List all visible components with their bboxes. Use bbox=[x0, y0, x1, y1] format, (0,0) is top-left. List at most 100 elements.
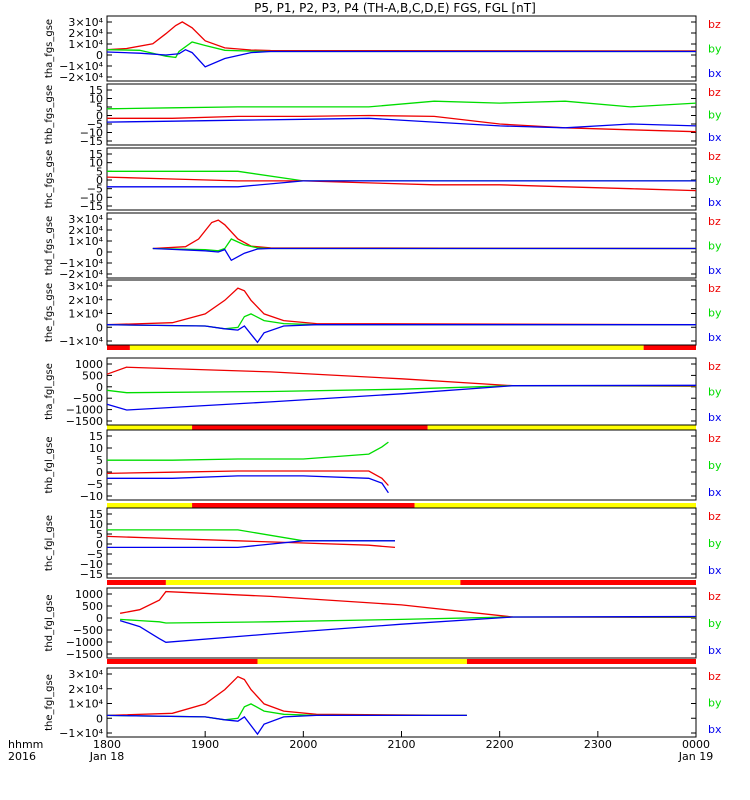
panel-5-frame bbox=[106, 357, 697, 426]
status-bar-2-seg-1 bbox=[192, 503, 415, 508]
panel-3-ytick-4: −1×10⁴ bbox=[59, 257, 103, 270]
x-tick-1: 1900 bbox=[191, 738, 219, 751]
x-tick-2: 2000 bbox=[289, 738, 317, 751]
panel-7-series-by bbox=[107, 529, 395, 542]
panel-3-ytick-1: 2×10⁴ bbox=[68, 224, 103, 237]
panel-5-ytick-0: 1000 bbox=[75, 358, 103, 371]
x-tick-0: 1800 bbox=[93, 738, 121, 751]
panel-7-ytick-5: −10 bbox=[80, 558, 103, 571]
panel-9-legend-bx: bx bbox=[708, 723, 722, 736]
panel-0-ytick-0: 3×10⁴ bbox=[68, 16, 103, 29]
panel-2-legend-bx: bx bbox=[708, 196, 722, 209]
panel-0-ytick-3: 0 bbox=[96, 49, 103, 62]
panel-0-legend-by: by bbox=[708, 43, 722, 56]
status-bar-4-seg-1 bbox=[257, 659, 467, 664]
panel-8-series-bx bbox=[119, 615, 697, 643]
panel-3-legend-bx: bx bbox=[708, 264, 722, 277]
panel-1-ytick-4: −5 bbox=[87, 118, 103, 131]
panel-7-frame bbox=[106, 507, 697, 579]
panel-3-ytick-0: 3×10⁴ bbox=[68, 213, 103, 226]
panel-2-legend-by: by bbox=[708, 173, 722, 186]
panel-1-ytick-6: −15 bbox=[80, 135, 103, 148]
panel-4-series-bz bbox=[106, 287, 697, 326]
panel-6-ytick-2: 5 bbox=[96, 454, 103, 467]
panel-8-series-by bbox=[120, 616, 696, 624]
panel-5-ytick-5: −1500 bbox=[66, 415, 103, 428]
panel-4-ytick-4: −1×10⁴ bbox=[59, 335, 103, 348]
panel-5-ytick-3: −500 bbox=[73, 392, 103, 405]
panel-9-ytick-4: −1×10⁴ bbox=[59, 727, 103, 740]
status-bar-4-seg-2 bbox=[466, 659, 696, 664]
panel-5-series-bz bbox=[106, 366, 697, 387]
panel-4-series-bx bbox=[106, 324, 696, 344]
panel-6-ytick-1: 10 bbox=[89, 442, 103, 455]
panel-8-ytick-5: −1500 bbox=[66, 648, 103, 661]
panel-9-legend-bz: bz bbox=[708, 670, 721, 683]
panel-3-ytick-2: 1×10⁴ bbox=[68, 235, 103, 248]
status-bar-0-seg-2 bbox=[643, 345, 696, 350]
panel-0-series-bx bbox=[106, 48, 696, 68]
status-bar-2-seg-0 bbox=[107, 503, 193, 508]
panel-3-legend-bz: bz bbox=[708, 215, 721, 228]
x-tick-6: 0000 bbox=[682, 738, 710, 751]
panel-2-ytick-5: −10 bbox=[80, 191, 103, 204]
status-bar-0-seg-1 bbox=[129, 345, 644, 350]
panel-1-ylabel: thb_fgs_gse bbox=[44, 85, 55, 144]
x-corner-label-2: 2016 bbox=[8, 750, 36, 763]
panel-9-series-bx bbox=[106, 714, 467, 736]
status-bar-0-seg-0 bbox=[107, 345, 130, 350]
panel-3-ytick-5: −2×10⁴ bbox=[59, 268, 103, 281]
panel-7-series-bz bbox=[106, 535, 396, 549]
panel-4-legend-by: by bbox=[708, 307, 722, 320]
status-bar-2-seg-2 bbox=[414, 503, 696, 508]
panel-7-ytick-1: 10 bbox=[89, 518, 103, 531]
panel-6-legend-bx: bx bbox=[708, 486, 722, 499]
panel-2-ylabel: thc_fgs_gse bbox=[44, 150, 55, 209]
panel-2-ytick-2: 5 bbox=[96, 165, 103, 178]
panel-7-ytick-6: −15 bbox=[80, 568, 103, 581]
x-corner-label-1: hhmm bbox=[8, 738, 43, 751]
panel-8-ytick-3: −500 bbox=[73, 624, 103, 637]
panel-1-legend-bx: bx bbox=[708, 131, 722, 144]
panel-5-ytick-1: 500 bbox=[82, 369, 103, 382]
panel-0-ylabel: tha_fgs_gse bbox=[44, 19, 55, 78]
status-bar-3-seg-2 bbox=[460, 580, 696, 585]
panel-7-ytick-0: 15 bbox=[89, 508, 103, 521]
panel-1-series-bz bbox=[107, 114, 697, 133]
panel-7-legend-bx: bx bbox=[708, 564, 722, 577]
panel-3-legend-by: by bbox=[708, 240, 722, 253]
panel-0-series-bz bbox=[106, 21, 697, 52]
panel-2-series-bx bbox=[107, 180, 696, 188]
panel-2-ytick-0: 15 bbox=[89, 148, 103, 161]
panel-7-ylabel: thc_fgl_gse bbox=[44, 515, 55, 571]
panel-7-legend-by: by bbox=[708, 537, 722, 550]
panel-6-legend-by: by bbox=[708, 459, 722, 472]
panel-8-legend-bz: bz bbox=[708, 590, 721, 603]
panel-8-legend-by: by bbox=[708, 617, 722, 630]
panel-3-frame bbox=[106, 212, 697, 279]
panel-5-series-by bbox=[106, 385, 696, 394]
panel-1-series-bx bbox=[106, 117, 697, 129]
panel-3-ylabel: thd_fgs_gse bbox=[44, 216, 55, 275]
panel-2-ytick-3: 0 bbox=[96, 174, 103, 187]
panel-2-series-bz bbox=[106, 176, 697, 192]
panel-8-ylabel: thd_fgl_gse bbox=[44, 595, 55, 652]
panel-6-ytick-4: −5 bbox=[87, 478, 103, 491]
panel-8-ytick-4: −1000 bbox=[66, 636, 103, 649]
panel-1-legend-bz: bz bbox=[708, 86, 721, 99]
panel-1-frame bbox=[106, 83, 697, 146]
panel-0-ytick-2: 1×10⁴ bbox=[68, 38, 103, 51]
status-bar-3-seg-0 bbox=[107, 580, 166, 585]
panel-9-legend-by: by bbox=[708, 697, 722, 710]
panel-5-legend-bx: bx bbox=[708, 411, 722, 424]
panel-5-ytick-4: −1000 bbox=[66, 404, 103, 417]
panel-4-ytick-2: 1×10⁴ bbox=[68, 308, 103, 321]
